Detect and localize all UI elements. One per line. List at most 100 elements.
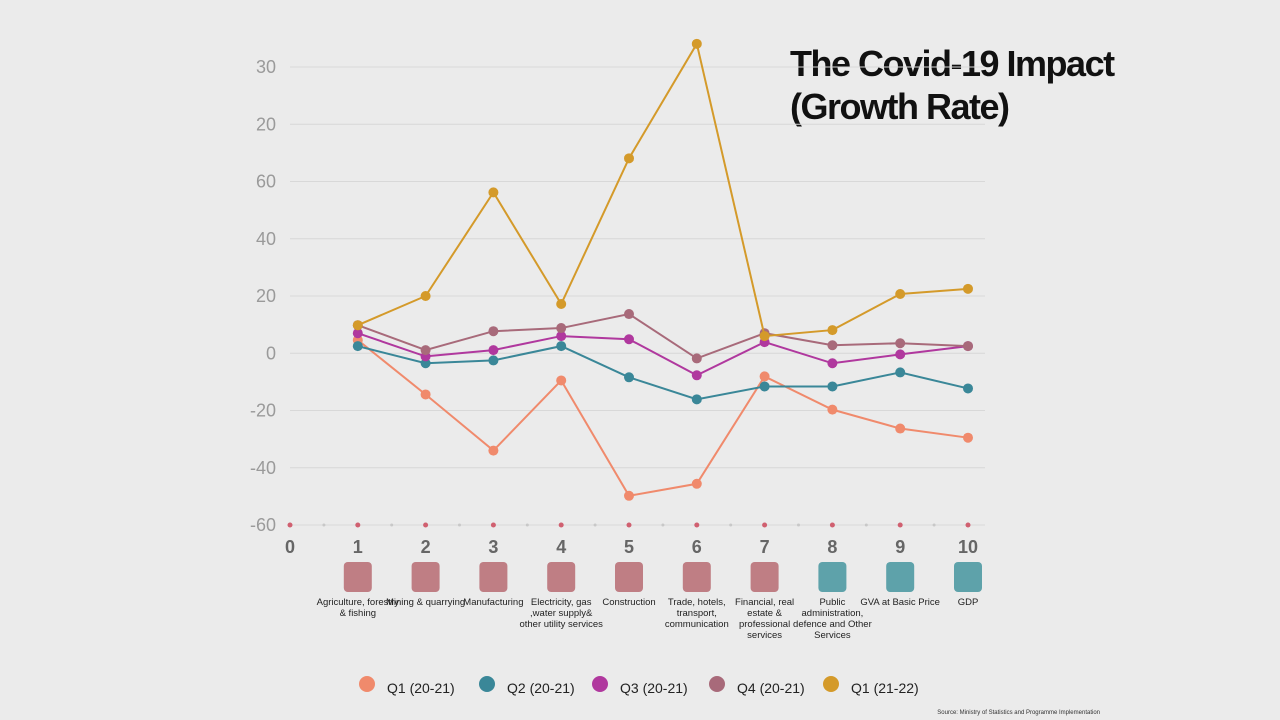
series-point [420, 345, 431, 356]
category-label: Public administration, defence and Other… [793, 597, 872, 641]
y-tick-label: 40 [256, 229, 276, 249]
series-point [556, 341, 567, 352]
series-line [357, 332, 969, 377]
axis-dot [864, 523, 868, 527]
axis-dot [423, 522, 429, 528]
series-point [895, 288, 906, 299]
series-point [556, 331, 567, 342]
axis-dot [458, 523, 461, 527]
axis-dot [287, 522, 293, 528]
chart-title: The Covid-19 Impact [790, 43, 1115, 84]
category-label: Agriculture, forestry & fishing [316, 597, 399, 619]
category-icon [886, 562, 915, 592]
axis-dot [729, 523, 733, 527]
x-tick-label: 10 [958, 537, 978, 557]
category-icon [411, 562, 440, 592]
series-line [357, 312, 969, 360]
axis-dot [322, 523, 326, 527]
series-point [759, 331, 770, 342]
category-icon [547, 562, 576, 592]
source: Source: Ministry of Statistics and Progr… [937, 710, 1100, 716]
series-point [759, 381, 770, 392]
series-point [827, 325, 838, 336]
series-point [624, 490, 634, 501]
x-tick-label: 4 [556, 537, 566, 557]
axis-dot [797, 523, 800, 527]
axis-dot [490, 522, 496, 528]
series-point [963, 432, 973, 443]
legend-swatch [359, 676, 375, 692]
y-tick-label: -60 [250, 515, 276, 535]
series-point [420, 358, 431, 369]
category-icon [750, 562, 779, 592]
series-line [357, 345, 969, 401]
chart-subtitle: (Growth Rate) [790, 86, 1009, 127]
legend-label: Q4 (20-21) [737, 680, 805, 696]
series-point [827, 404, 838, 415]
legend-label: Q3 (20-21) [620, 680, 688, 696]
axis-dot [558, 522, 564, 528]
axis-dot [390, 523, 394, 527]
y-tick-label: -20 [250, 401, 276, 421]
series-point [488, 326, 499, 337]
axis-dot [965, 522, 971, 528]
axis-dot [661, 523, 665, 527]
series-point [963, 283, 973, 294]
category-label: Construction [602, 597, 656, 608]
x-tick-label: 0 [285, 537, 295, 557]
series-point [352, 328, 363, 339]
category-icon [818, 562, 847, 592]
category-icon [682, 562, 711, 592]
category-label: GDP [957, 597, 979, 608]
axis-dot [762, 522, 768, 528]
series-point [624, 334, 634, 345]
x-tick-label: 1 [353, 537, 363, 557]
category-icon [479, 562, 508, 592]
category-label: Mining & quarrying [385, 597, 466, 608]
x-tick-label: 2 [421, 537, 431, 557]
axis-dot [694, 522, 700, 528]
x-tick-label: 8 [827, 537, 837, 557]
axis-dot [593, 523, 597, 527]
category-label: Electricity, gas ,water supply& other ut… [519, 597, 603, 630]
legend-label: Q2 (20-21) [507, 680, 575, 696]
category-label: Financial, real estate & professional se… [735, 597, 795, 641]
series-point [488, 187, 499, 198]
axis-dot [932, 523, 936, 527]
axis-dot [897, 522, 903, 528]
series-point [691, 478, 702, 489]
x-tick-label: 6 [692, 537, 702, 557]
series-point [895, 423, 906, 434]
series-point [759, 371, 770, 382]
series-point [691, 353, 702, 364]
category-label: Manufacturing [463, 597, 524, 608]
x-tick-label: 9 [895, 537, 905, 557]
x-tick-label: 5 [624, 537, 634, 557]
legend-swatch [592, 676, 608, 692]
series-point [963, 341, 973, 352]
series-point [691, 394, 702, 405]
y-tick-label: 20 [256, 114, 276, 134]
axis-dot [626, 522, 632, 528]
series-point [827, 358, 838, 369]
axis-dot [829, 522, 835, 528]
category-icon [954, 562, 982, 592]
series-line [357, 41, 969, 338]
series-point [420, 291, 431, 301]
y-tick-label: 0 [266, 343, 276, 363]
series-point [624, 153, 634, 164]
legend-label: Q1 (21-22) [851, 680, 919, 696]
legend-swatch [709, 676, 725, 692]
axis-dot [355, 522, 361, 528]
series-point [691, 38, 702, 49]
series-point [352, 320, 363, 331]
series-point [488, 355, 499, 366]
series-point [352, 341, 363, 352]
series-point [691, 370, 702, 381]
y-tick-label: -40 [250, 458, 276, 478]
axis-dot [525, 523, 529, 527]
series-point [963, 383, 973, 394]
category-icon [615, 562, 643, 592]
